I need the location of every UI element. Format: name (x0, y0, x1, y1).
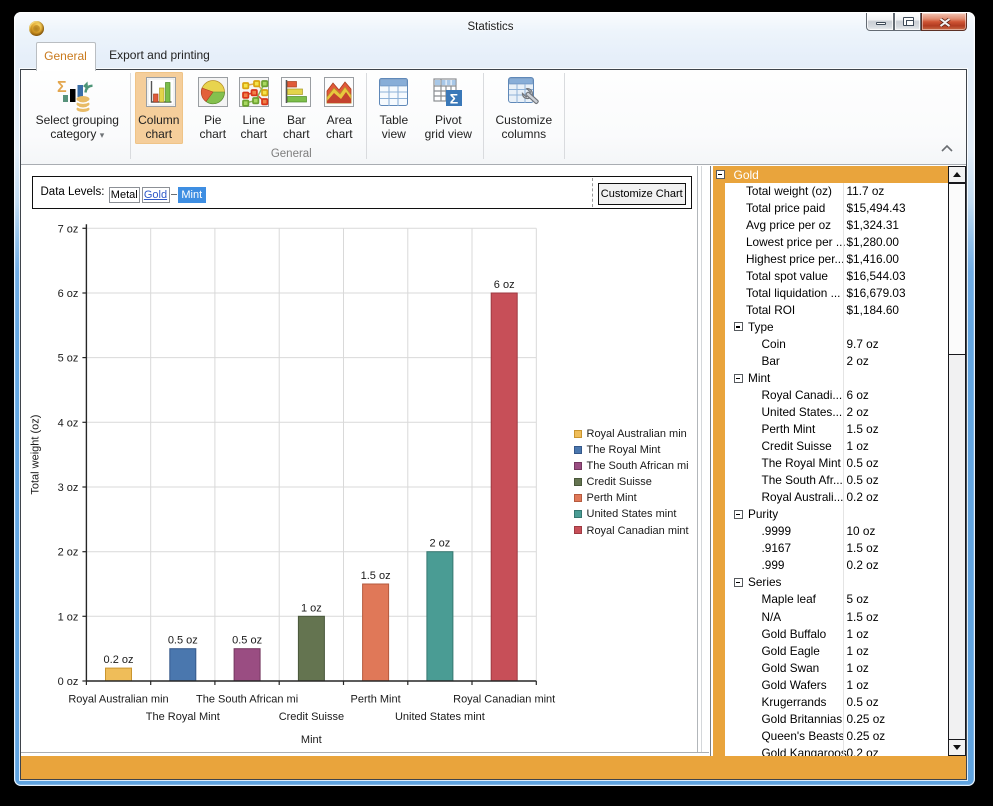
svg-text:Credit Suisse: Credit Suisse (279, 711, 344, 723)
svg-text:0.2 oz: 0.2 oz (104, 654, 134, 666)
svg-text:United States mint: United States mint (395, 711, 485, 723)
svg-text:2 oz: 2 oz (58, 547, 79, 559)
svg-text:Σ: Σ (450, 90, 458, 106)
svg-text:1.5 oz: 1.5 oz (361, 570, 391, 582)
svg-text:2 oz: 2 oz (430, 538, 451, 550)
svg-text:The South African mi: The South African mi (196, 694, 298, 706)
svg-text:The Royal Mint: The Royal Mint (146, 711, 220, 723)
svg-text:0.5 oz: 0.5 oz (232, 635, 262, 647)
svg-text:5 oz: 5 oz (58, 353, 79, 365)
svg-text:7 oz: 7 oz (58, 223, 79, 235)
svg-text:Mint: Mint (301, 734, 322, 746)
svg-text:1 oz: 1 oz (301, 602, 322, 614)
svg-text:6 oz: 6 oz (494, 279, 515, 291)
svg-text:6 oz: 6 oz (58, 288, 79, 300)
svg-text:0 oz: 0 oz (58, 676, 79, 688)
svg-text:Total weight (oz): Total weight (oz) (30, 415, 42, 495)
svg-text:Royal Australian min: Royal Australian min (68, 694, 168, 706)
svg-text:Royal Canadian mint: Royal Canadian mint (453, 694, 555, 706)
svg-text:4 oz: 4 oz (58, 417, 79, 429)
svg-text:1 oz: 1 oz (58, 611, 79, 623)
svg-text:Σ: Σ (57, 79, 67, 96)
svg-text:0.5 oz: 0.5 oz (168, 635, 198, 647)
svg-text:Perth Mint: Perth Mint (351, 694, 401, 706)
svg-text:3 oz: 3 oz (58, 482, 79, 494)
